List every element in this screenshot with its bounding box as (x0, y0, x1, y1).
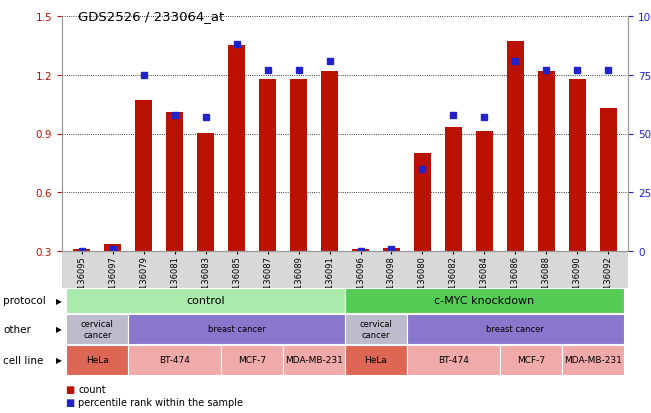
Text: HeLa: HeLa (86, 356, 109, 365)
Text: MDA-MB-231: MDA-MB-231 (285, 356, 343, 365)
Bar (352, 249, 369, 252)
Bar (135, 101, 152, 252)
Text: cervical
cancer: cervical cancer (359, 320, 393, 339)
Text: BT-474: BT-474 (159, 356, 190, 365)
Text: protocol: protocol (3, 296, 46, 306)
Bar (197, 133, 214, 252)
Text: ■: ■ (65, 397, 74, 407)
Text: control: control (186, 296, 225, 306)
Text: other: other (3, 324, 31, 334)
Bar (229, 46, 245, 252)
Text: ▶: ▶ (55, 296, 62, 305)
Bar (600, 109, 616, 252)
Bar (445, 127, 462, 252)
Text: MDA-MB-231: MDA-MB-231 (564, 356, 622, 365)
Bar (259, 79, 276, 252)
Text: MCF-7: MCF-7 (517, 356, 545, 365)
Bar (538, 72, 555, 252)
Text: count: count (78, 384, 105, 394)
Text: percentile rank within the sample: percentile rank within the sample (78, 397, 243, 407)
Text: ▶: ▶ (55, 325, 62, 334)
Text: breast cancer: breast cancer (208, 325, 266, 334)
Bar (476, 131, 493, 252)
Bar (74, 249, 90, 252)
Bar (414, 154, 431, 252)
Text: breast cancer: breast cancer (486, 325, 544, 334)
Bar (321, 72, 338, 252)
Text: ▶: ▶ (55, 356, 62, 365)
Text: GDS2526 / 233064_at: GDS2526 / 233064_at (78, 10, 225, 23)
Bar (166, 113, 184, 252)
Text: ■: ■ (65, 384, 74, 394)
Text: cervical
cancer: cervical cancer (81, 320, 114, 339)
Bar (290, 79, 307, 252)
Bar (383, 249, 400, 252)
Bar (104, 244, 122, 252)
Text: c-MYC knockdown: c-MYC knockdown (434, 296, 534, 306)
Text: MCF-7: MCF-7 (238, 356, 266, 365)
Text: HeLa: HeLa (365, 356, 387, 365)
Text: cell line: cell line (3, 355, 44, 365)
Bar (506, 43, 524, 252)
Text: BT-474: BT-474 (438, 356, 469, 365)
Bar (568, 79, 586, 252)
